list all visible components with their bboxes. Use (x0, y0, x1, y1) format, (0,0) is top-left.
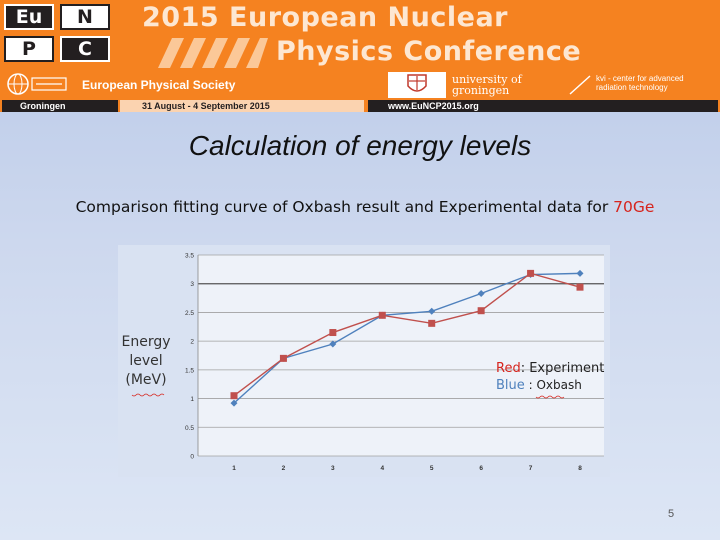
conference-title: 2015 European Nuclear Physics Conference (142, 2, 712, 72)
spellcheck-underline (535, 395, 565, 399)
y-tick-label: 0 (190, 454, 194, 461)
energy-levels-chart: 0 0.5 1 1.5 2 2.5 3 3.5 1 2 3 4 5 6 7 8 Energy level (MeV)… (118, 245, 610, 477)
data-point-oxbash (428, 307, 436, 315)
data-point-oxbash (477, 289, 485, 297)
legend-color-word: Red (496, 361, 521, 376)
info-bar: Groningen 31 August - 4 September 2015 w… (0, 100, 720, 112)
page-number: 5 (668, 508, 675, 520)
data-point-oxbash (329, 340, 337, 348)
y-tick-label: 2.5 (185, 310, 194, 317)
data-point-experiment (527, 269, 535, 277)
y-tick-label: 2 (190, 339, 194, 346)
y-axis-label-line: (MeV) (125, 372, 166, 388)
eps-globe-icon (7, 73, 67, 95)
subtitle-isotope: 70Ge (613, 198, 655, 216)
logo-cell-n: N (60, 4, 110, 30)
x-tick-label: 8 (578, 465, 582, 472)
logo-cell-eu: Eu (4, 4, 54, 30)
x-tick-label: 1 (232, 465, 236, 472)
data-point-experiment (477, 307, 485, 315)
university-name-line2: groningen (452, 84, 510, 97)
data-point-experiment (329, 329, 337, 337)
eps-name: European Physical Society (82, 78, 236, 92)
x-tick-label: 2 (282, 465, 286, 472)
dates-label: 31 August - 4 September 2015 (120, 100, 364, 112)
kvi-logo-icon (569, 75, 591, 95)
y-tick-label: 3.5 (185, 253, 194, 260)
data-point-experiment (378, 311, 386, 319)
city-label: Groningen (2, 100, 118, 112)
legend-entry: Blue : Oxbash (496, 378, 582, 393)
series-line-oxbash (233, 272, 581, 404)
legend-label: : Oxbash (525, 378, 582, 392)
y-tick-label: 1.5 (185, 367, 194, 374)
data-point-oxbash (230, 399, 238, 407)
university-name-line1: university of (452, 73, 522, 86)
plot-area (198, 255, 604, 456)
data-point-experiment (230, 392, 238, 400)
university-crest-icon (388, 72, 446, 98)
y-tick-label: 1 (190, 396, 194, 403)
y-tick-label: 0.5 (185, 425, 194, 432)
x-tick-label: 7 (529, 465, 533, 472)
kvi-name-line1: kvi - center for advanced (596, 74, 684, 83)
kvi-name-line2: radiation technology (596, 83, 668, 92)
legend-label: : Experiment (521, 361, 605, 376)
legend-color-word: Blue (496, 378, 525, 393)
organizer-row: European Physical Society university of … (0, 72, 720, 98)
x-tick-label: 5 (430, 465, 434, 472)
eunpc-logo: Eu N P C (4, 4, 118, 66)
website-link[interactable]: www.EuNCP2015.org (368, 100, 718, 112)
university-name: university of groningen (452, 74, 522, 96)
legend-entry: Red: Experiment (496, 361, 604, 376)
y-axis-label-line: Energy (121, 334, 170, 350)
stripes-decoration (158, 38, 268, 68)
data-point-experiment (576, 283, 584, 291)
conference-banner: Eu N P C 2015 European Nuclear Physics C… (0, 0, 720, 112)
logo-cell-p: P (4, 36, 54, 62)
slide-subtitle: Comparison fitting curve of Oxbash resul… (0, 198, 720, 216)
data-point-experiment (428, 319, 436, 327)
y-axis-label-line: level (129, 353, 162, 369)
x-tick-label: 4 (380, 465, 384, 472)
data-point-experiment (279, 354, 287, 362)
series-line-experiment (233, 272, 581, 397)
data-point-oxbash (576, 269, 584, 277)
subtitle-text: Comparison fitting curve of Oxbash resul… (75, 198, 614, 216)
spellcheck-underline (131, 393, 165, 397)
x-tick-label: 3 (331, 465, 335, 472)
logo-cell-c: C (60, 36, 110, 62)
slide-title: Calculation of energy levels (188, 130, 532, 161)
conference-title-line2: Physics Conference (276, 36, 582, 67)
conference-title-line1: 2015 European Nuclear (142, 2, 508, 33)
y-tick-label: 3 (190, 281, 194, 288)
kvi-name: kvi - center for advanced radiation tech… (596, 74, 684, 92)
x-tick-label: 6 (479, 465, 483, 472)
